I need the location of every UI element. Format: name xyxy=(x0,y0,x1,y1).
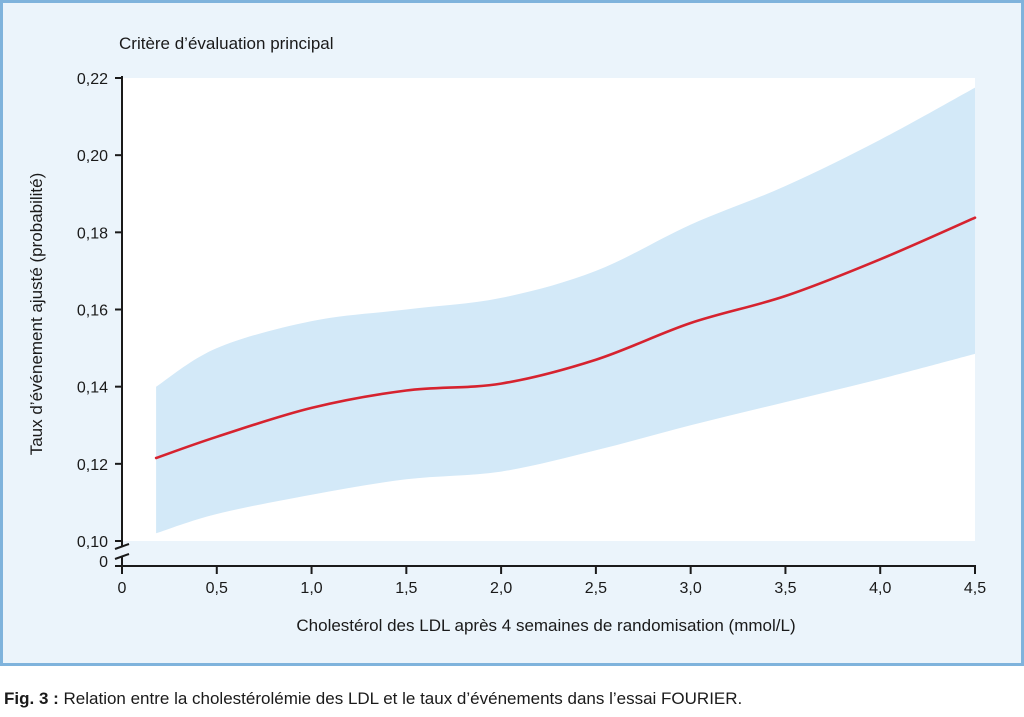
x-tick-label: 4,0 xyxy=(869,580,891,597)
y-tick-label: 0,20 xyxy=(77,148,108,165)
chart-subtitle: Critère d’évaluation principal xyxy=(119,34,334,53)
caption-text: Relation entre la cholestérolémie des LD… xyxy=(58,689,743,708)
chart: 0,10 0,12 0,14 0,16 0,18 0,20 0,22 00 0,5 1,0 1,5 2… xyxy=(27,34,986,635)
x-tick-label: 2,5 xyxy=(585,580,607,597)
axis-break-mark-lower xyxy=(114,553,130,560)
mean-curve xyxy=(154,216,977,460)
x-axis-label: Cholestérol des LDL après 4 semaines de … xyxy=(296,616,795,635)
y-tick-label: 0,18 xyxy=(77,225,108,242)
x-tick-label: 1,5 xyxy=(395,580,417,597)
y-tick-label: 0,12 xyxy=(77,457,108,474)
axis-break-mark-upper xyxy=(114,543,130,550)
x-tick-label: 3,5 xyxy=(774,580,796,597)
y-tick-label: 0,22 xyxy=(77,71,108,88)
x-tick-label: 0 xyxy=(118,580,127,597)
y-tick-label: 0,14 xyxy=(77,380,108,397)
y-axis-label: Taux d’événement ajusté (probabilité) xyxy=(27,173,46,456)
x-tick-label: 0,5 xyxy=(206,580,228,597)
ticks: 0,10 0,12 0,14 0,16 0,18 0,20 0,22 00 0,5 1,0 1,5 2… xyxy=(77,71,986,597)
x-tick-label: 3,0 xyxy=(680,580,702,597)
x-tick-label: 1,0 xyxy=(300,580,322,597)
y-zero-label: 0 xyxy=(99,554,108,571)
y-tick-label: 0,16 xyxy=(77,303,108,320)
confidence-band xyxy=(156,87,976,534)
figure-caption: Fig. 3 : Relation entre la cholestérolém… xyxy=(4,689,742,709)
caption-label: Fig. 3 : xyxy=(4,689,59,708)
x-tick-label: 2,0 xyxy=(490,580,512,597)
x-tick-label: 4,5 xyxy=(964,580,986,597)
axes xyxy=(114,76,976,567)
y-tick-label: 0,10 xyxy=(77,534,108,551)
